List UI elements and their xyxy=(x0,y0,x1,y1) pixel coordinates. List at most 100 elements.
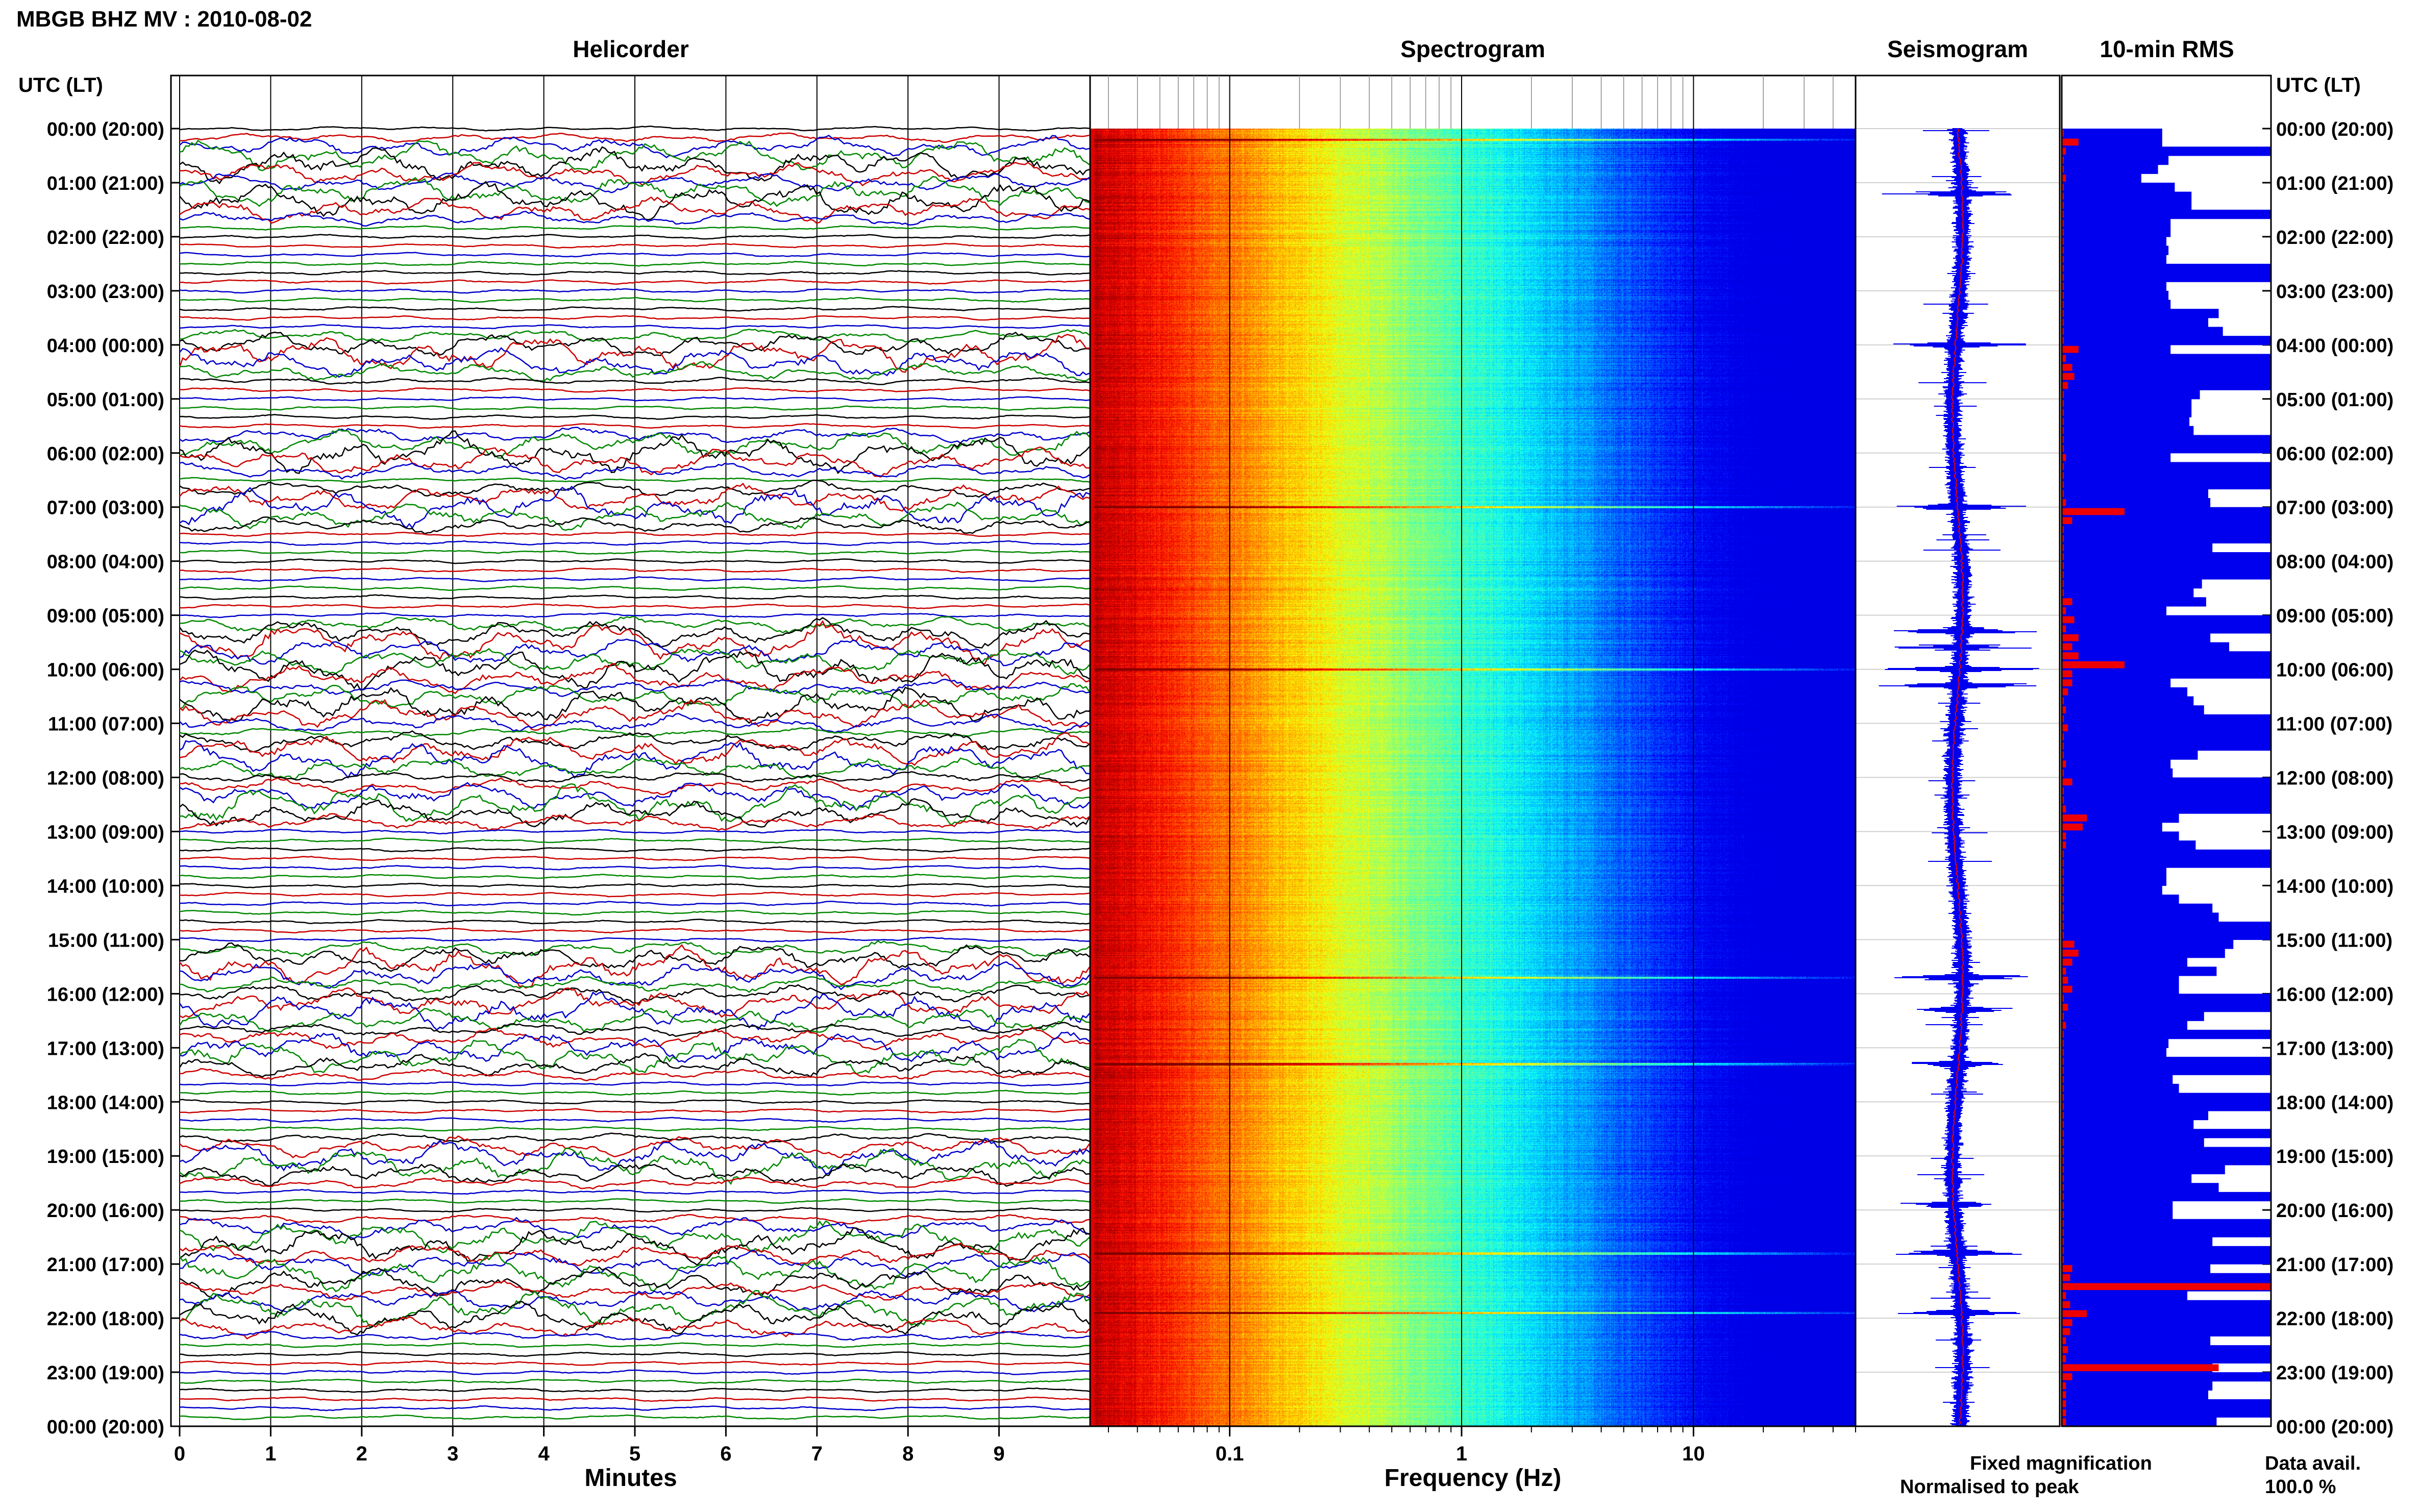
rms-bar-peak xyxy=(2062,517,2072,525)
rms-bar-fixed xyxy=(2062,1228,2271,1237)
helicorder-trace xyxy=(179,732,1090,766)
rms-bar-peak xyxy=(2062,436,2064,443)
rms-bar-fixed xyxy=(2062,1065,2271,1075)
helicorder-trace xyxy=(179,603,1090,609)
rms-bar-fixed xyxy=(2062,903,2213,913)
time-tick-left: 10:00 (06:00) xyxy=(47,660,164,681)
rms-bar-fixed xyxy=(2062,164,2158,174)
rms-bar-fixed xyxy=(2062,1246,2271,1256)
helicorder-trace xyxy=(179,387,1090,393)
rms-bar-fixed xyxy=(2062,371,2271,382)
helicorder-trace xyxy=(179,139,1090,172)
rms-bar-fixed xyxy=(2062,444,2271,454)
helicorder-trace xyxy=(179,777,1090,796)
time-tick-right: 11:00 (07:00) xyxy=(2276,714,2392,735)
time-ticks-left: 00:00 (20:00) 01:00 (21:00) 02:00 (22:00) 0… xyxy=(47,119,180,1438)
rms-bar-peak xyxy=(2062,1283,2271,1291)
rms-bars xyxy=(2062,129,2271,1427)
helicorder-trace xyxy=(179,891,1090,898)
rms-bar-peak xyxy=(2062,877,2064,885)
rms-bar-peak xyxy=(2062,544,2064,552)
rms-bar-fixed xyxy=(2062,750,2198,760)
rms-bar-peak xyxy=(2062,670,2072,678)
helicorder-trace xyxy=(179,558,1090,564)
helicorder-trace xyxy=(179,1207,1090,1213)
helicorder-x-tick-label: 7 xyxy=(811,1443,823,1465)
rms-bar-peak xyxy=(2062,896,2064,903)
rms-bar-fixed xyxy=(2062,534,2271,543)
helicorder-title: Helicorder xyxy=(573,36,689,62)
rms-bar-peak xyxy=(2062,940,2075,948)
helicorder-trace xyxy=(180,405,1090,411)
rms-bar-fixed xyxy=(2062,1129,2271,1138)
rms-bar-fixed xyxy=(2062,678,2171,688)
rms-bar-peak xyxy=(2062,553,2064,560)
helicorder-trace xyxy=(179,423,1090,429)
rms-bar-fixed xyxy=(2062,173,2141,183)
time-tick-right: 08:00 (04:00) xyxy=(2276,552,2393,573)
helicorder-trace xyxy=(179,428,1090,459)
helicorder-trace xyxy=(179,334,1090,373)
helicorder-trace xyxy=(179,987,1090,1019)
rms-bar-fixed xyxy=(2062,606,2166,616)
rms-bar-peak xyxy=(2062,1030,2064,1038)
rms-bar-fixed xyxy=(2062,624,2271,634)
rms-bar-fixed xyxy=(2062,615,2271,625)
rms-bar-peak xyxy=(2062,968,2066,975)
rms-bar-fixed xyxy=(2062,272,2271,282)
helicorder-trace xyxy=(179,1198,1090,1204)
rms-bar-peak xyxy=(2062,787,2064,795)
time-axis-label-left: UTC (LT) xyxy=(18,74,103,96)
rms-bar-fixed xyxy=(2062,759,2171,769)
helicorder-trace xyxy=(179,1132,1090,1144)
rms-bar-fixed xyxy=(2062,453,2171,463)
rms-frame xyxy=(2061,75,2272,1427)
rms-bar-fixed xyxy=(2062,245,2169,255)
rms-bar-fixed xyxy=(2062,480,2271,489)
rms-bar-peak xyxy=(2062,778,2072,786)
rms-bar-peak xyxy=(2062,616,2075,624)
rms-bar-fixed xyxy=(2062,209,2271,219)
spectrogram-panel: 0.1 1 10 Frequency (Hz) xyxy=(1089,75,1857,1492)
rms-bar-fixed xyxy=(2062,561,2271,571)
rms-bar-peak xyxy=(2062,1057,2064,1065)
rms-bar-fixed xyxy=(2062,1029,2271,1039)
rms-bar-peak xyxy=(2062,219,2064,227)
rms-bar-peak xyxy=(2062,445,2064,452)
rms-bar-peak xyxy=(2062,409,2064,416)
rms-bar-peak xyxy=(2062,229,2064,236)
rms-bar-fixed xyxy=(2062,363,2271,373)
helicorder-trace xyxy=(179,461,1090,480)
time-tick-right: 20:00 (16:00) xyxy=(2276,1200,2393,1222)
helicorder-trace xyxy=(179,1342,1090,1348)
rms-bar-fixed xyxy=(2062,1336,2211,1346)
helicorder-trace xyxy=(179,783,1090,826)
rms-bar-peak xyxy=(2062,1157,2064,1164)
helicorder-trace xyxy=(179,1213,1090,1225)
helicorder-trace xyxy=(179,683,1090,709)
rms-bar-peak xyxy=(2062,814,2087,822)
time-tick-right: 03:00 (23:00) xyxy=(2276,281,2393,303)
helicorder-trace xyxy=(179,782,1090,811)
rms-bar-peak xyxy=(2062,995,2064,1002)
helicorder-trace xyxy=(179,1331,1090,1341)
seismogram-frame xyxy=(1855,75,2061,1427)
rms-bar-fixed xyxy=(2062,344,2171,355)
rms-bar-fixed xyxy=(2062,588,2194,598)
rms-bar-peak xyxy=(2062,147,2066,155)
rms-bar-peak xyxy=(2062,490,2064,498)
seismogram-title: Seismogram xyxy=(1887,36,2028,62)
rms-bar-peak xyxy=(2062,1256,2064,1263)
rms-bar-fixed xyxy=(2062,1147,2271,1156)
helicorder-trace xyxy=(179,940,1090,957)
helicorder-trace xyxy=(179,1126,1090,1132)
rms-bar-fixed xyxy=(2062,498,2211,508)
rms-bar-fixed xyxy=(2062,966,2217,976)
helicorder-trace xyxy=(179,1163,1090,1187)
helicorder-trace xyxy=(179,279,1090,285)
time-ticks-right: 00:00 (20:00) 01:00 (21:00) 02:00 (22:00) 0… xyxy=(2262,119,2393,1438)
helicorder-trace xyxy=(179,1249,1090,1278)
rms-bar-peak xyxy=(2062,345,2079,353)
rms-bar-fixed xyxy=(2062,1318,2271,1328)
rms-bar-peak xyxy=(2062,1373,2072,1380)
